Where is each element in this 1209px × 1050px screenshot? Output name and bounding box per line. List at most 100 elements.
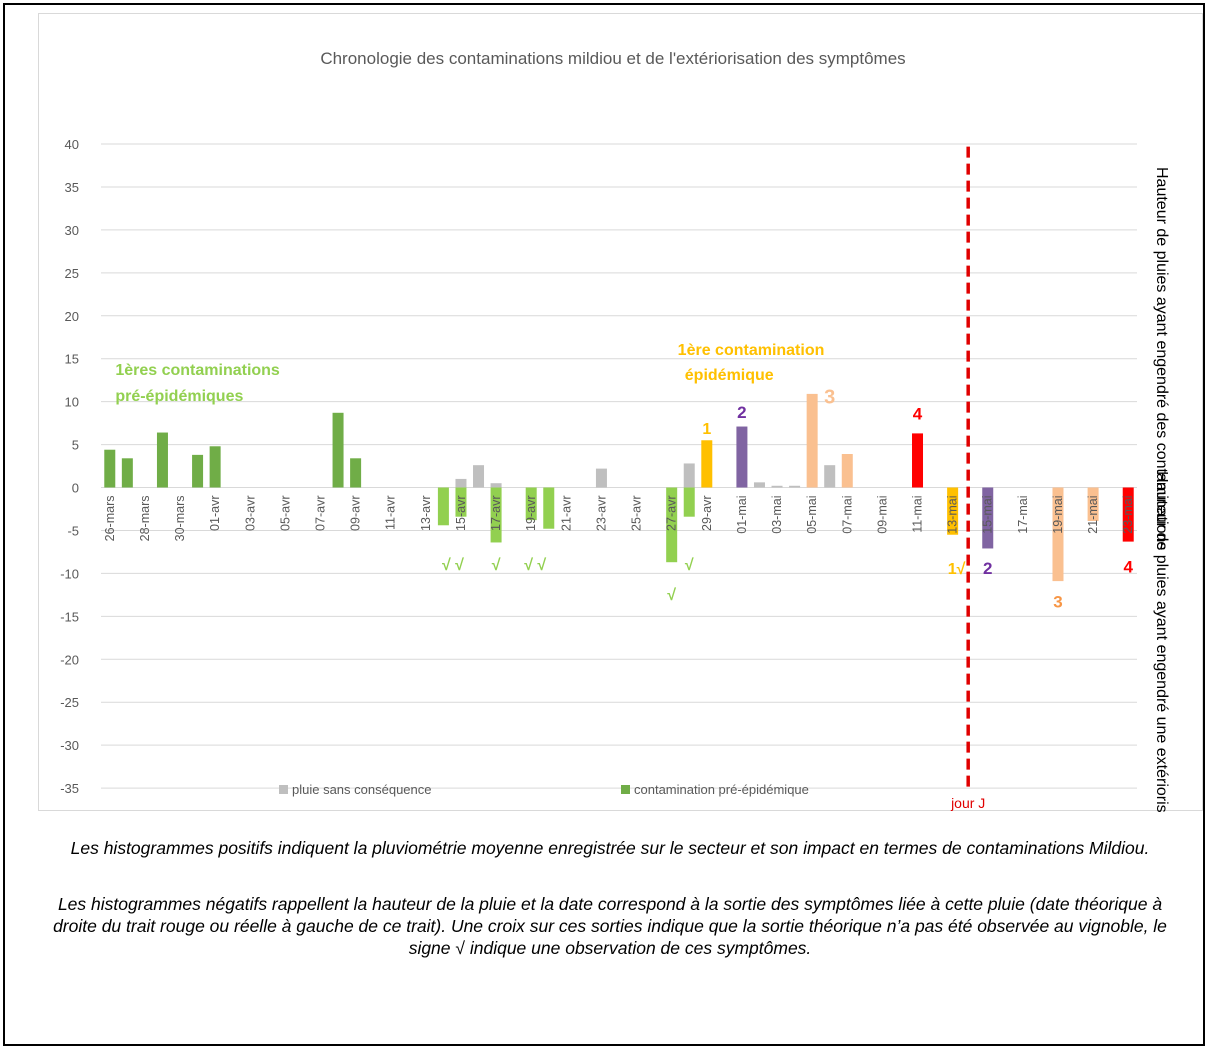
bar: [437, 487, 449, 526]
x-tick-label: 19-mai: [1051, 496, 1065, 534]
annotation: 2: [983, 559, 992, 578]
x-tick-label: 30-mars: [173, 496, 187, 542]
bar: [543, 487, 555, 529]
y-tick-label: 5: [72, 438, 79, 453]
y-tick-label: -25: [60, 695, 79, 710]
legend-swatch: [621, 785, 630, 794]
x-tick-label: 21-avr: [559, 496, 573, 531]
right-axis-title-top: Hauteur de pluies ayant engendré des con…: [1153, 167, 1170, 550]
bar: [121, 458, 133, 488]
annotation: 4: [913, 405, 923, 424]
y-tick-label: 0: [72, 481, 79, 496]
annotation: √ √: [524, 557, 546, 574]
bar: [192, 454, 204, 488]
x-tick-label: 11-avr: [384, 496, 398, 531]
y-tick-label: -30: [60, 738, 79, 753]
y-tick-label: -5: [67, 523, 79, 538]
x-tick-label: 05-avr: [278, 496, 292, 531]
y-tick-label: 40: [65, 137, 79, 152]
x-tick-label: 15-avr: [454, 496, 468, 531]
x-tick-label: 09-mai: [875, 496, 889, 534]
bar: [332, 412, 344, 488]
x-tick-label: 03-avr: [243, 496, 257, 531]
legend-swatch: [279, 785, 288, 794]
y-tick-label: -10: [60, 566, 79, 581]
bar: [701, 440, 713, 488]
y-tick-label: 30: [65, 223, 79, 238]
x-tick-label: 29-avr: [700, 496, 714, 531]
reference-line-label: jour J: [950, 795, 985, 811]
annotation: 1ère contamination: [678, 342, 825, 359]
bar: [156, 432, 168, 488]
y-tick-label: 10: [65, 395, 79, 410]
y-tick-label: 20: [65, 309, 79, 324]
annotation: 4: [1123, 558, 1133, 577]
annotation: 1√: [948, 561, 966, 578]
bar: [824, 465, 836, 488]
bar: [525, 487, 537, 521]
x-tick-label: 07-avr: [313, 496, 327, 531]
chart-area: Chronologie des contaminations mildiou e…: [38, 13, 1203, 812]
annotation: √: [667, 587, 676, 604]
figure-frame: Chronologie des contaminations mildiou e…: [3, 3, 1205, 1046]
x-tick-label: 17-avr: [489, 496, 503, 531]
x-tick-label: 01-mai: [735, 496, 749, 534]
annotation: √ √: [442, 557, 464, 574]
right-axis-title-bottom: Hauteur de pluies ayant engendré une ext…: [1153, 471, 1170, 812]
bar: [455, 478, 467, 488]
x-tick-label: 09-avr: [349, 496, 363, 531]
bar: [789, 485, 801, 488]
bar: [350, 458, 362, 488]
x-tick-label: 01-avr: [208, 496, 222, 531]
annotation: épidémique: [685, 367, 774, 384]
annotation: 3: [824, 386, 835, 408]
x-tick-label: 13-mai: [946, 496, 960, 534]
caption-negative-bars: Les histogrammes négatifs rappellent la …: [53, 894, 1167, 958]
legend-label: pluie sans conséquence: [292, 782, 432, 797]
bar: [806, 393, 818, 488]
chart-title: Chronologie des contaminations mildiou e…: [320, 49, 905, 68]
annotation: 2: [737, 403, 746, 422]
x-tick-label: 27-avr: [665, 496, 679, 531]
x-tick-label: 11-mai: [911, 496, 925, 533]
y-tick-label: 15: [65, 352, 79, 367]
y-tick-label: -35: [60, 781, 79, 796]
bar: [683, 487, 695, 517]
y-tick-label: 25: [65, 266, 79, 281]
annotation: 1: [702, 421, 711, 438]
bar: [753, 482, 765, 488]
x-tick-label: 23-avr: [594, 496, 608, 531]
caption-positive-bars: Les histogrammes positifs indiquent la p…: [70, 838, 1150, 858]
x-tick-label: 28-mars: [138, 496, 152, 542]
y-tick-label: -15: [60, 609, 79, 624]
y-tick-label: -20: [60, 652, 79, 667]
bar: [490, 487, 502, 543]
x-tick-label: 19-avr: [524, 495, 538, 530]
legend-label: contamination pré-épidémique: [634, 782, 809, 797]
bar: [947, 487, 959, 535]
bar: [1087, 487, 1099, 521]
bar: [736, 426, 748, 488]
x-tick-label: 13-avr: [419, 496, 433, 531]
annotation: 1ères contaminations: [115, 362, 280, 379]
x-tick-label: 25-avr: [630, 496, 644, 531]
bar: [771, 485, 783, 488]
x-tick-label: 07-mai: [840, 496, 854, 534]
bar: [1122, 487, 1134, 542]
bar: [595, 468, 607, 488]
annotation: √: [685, 557, 694, 574]
x-tick-label: 26-mars: [103, 496, 117, 542]
x-tick-label: 05-mai: [805, 496, 819, 534]
bar: [473, 465, 485, 488]
bar: [683, 463, 695, 488]
x-tick-label: 23-mai: [1121, 496, 1135, 534]
bar: [455, 487, 467, 517]
annotation: 3: [1053, 593, 1062, 612]
x-tick-label: 21-mai: [1086, 496, 1100, 534]
y-tick-label: 35: [65, 180, 79, 195]
bar: [490, 483, 502, 488]
annotation: pré-épidémiques: [115, 388, 243, 405]
bar: [982, 487, 994, 549]
bar: [841, 454, 853, 488]
x-tick-label: 15-mai: [981, 496, 995, 534]
